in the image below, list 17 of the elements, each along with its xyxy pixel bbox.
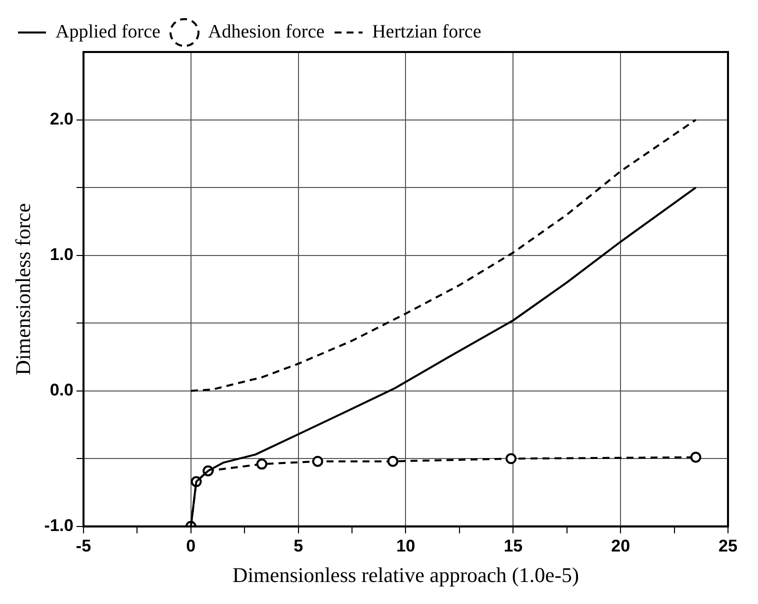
x-tick-label: 0 — [186, 536, 196, 556]
y-tick-label: 2.0 — [50, 109, 74, 128]
y-tick-label: 1.0 — [50, 245, 74, 264]
y-axis-title: Dimensionless force — [11, 203, 36, 376]
x-tick-label: 25 — [718, 536, 738, 556]
x-tick-label: -5 — [76, 536, 92, 556]
y-tick-label: -1.0 — [44, 516, 74, 536]
y-tick-label: 0.0 — [50, 380, 74, 400]
x-tick-label: 15 — [504, 536, 523, 556]
x-tick-label: 5 — [294, 536, 304, 556]
legend-label: Adhesion force — [208, 21, 325, 42]
legend-label: Hertzian force — [372, 21, 482, 42]
line-series — [190, 118, 697, 392]
x-tick-label: 10 — [396, 536, 416, 556]
x-tick-label: 20 — [611, 536, 630, 556]
x-axis-title: Dimensionless relative approach (1.0e-5) — [232, 562, 579, 587]
legend-label: Applied force — [56, 21, 160, 42]
